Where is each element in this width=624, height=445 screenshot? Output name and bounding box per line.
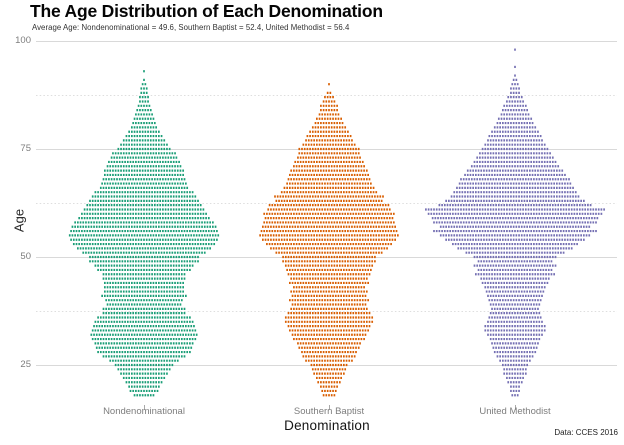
y-tick-label-100: 100 (15, 35, 31, 46)
minor-gridlines (36, 95, 617, 312)
data-source-caption: Data: CCES 2016 (554, 428, 618, 437)
chart-subtitle: Average Age: Nondenominational = 49.6, S… (32, 23, 350, 32)
y-tick-label-50: 50 (20, 251, 31, 262)
y-axis-label: Age (11, 208, 27, 233)
y-tick-label-25: 25 (20, 359, 31, 370)
distribution-nondenominational (68, 70, 220, 397)
y-tick-label-75: 75 (20, 143, 31, 154)
category-label-united-methodist: United Methodist (479, 406, 551, 417)
x-axis-label: Denomination (284, 418, 370, 433)
distribution-southern-baptist (259, 83, 399, 397)
x-axis-ticks (144, 405, 516, 410)
category-label-southern-baptist: Southern Baptist (293, 406, 365, 417)
category-label-nondenominational: Nondenominational (103, 406, 185, 417)
distribution-united-methodist (425, 48, 605, 397)
chart-title: The Age Distribution of Each Denominatio… (30, 1, 383, 21)
